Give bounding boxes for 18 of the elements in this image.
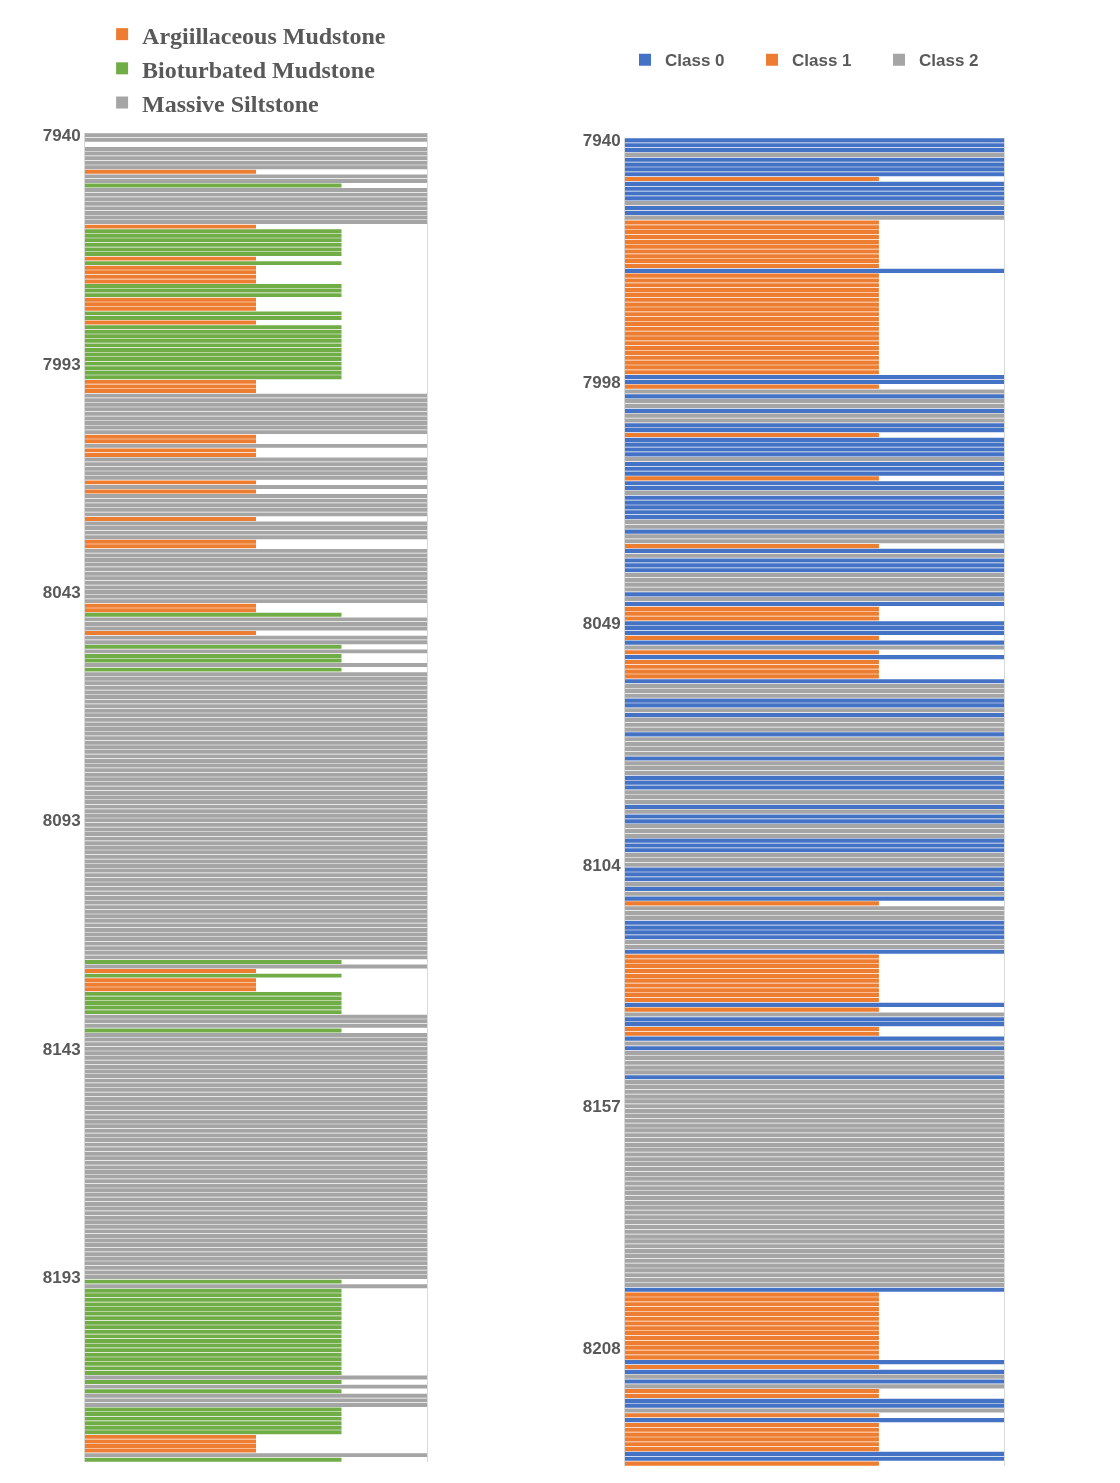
y-tick-label: 7940 — [582, 131, 621, 151]
y-tick-label: 8043 — [42, 582, 81, 602]
legend-label: Massive Siltstone — [142, 90, 320, 117]
y-tick-label: 7940 — [42, 126, 81, 146]
y-tick-label: 8143 — [42, 1039, 81, 1059]
y-tick-label: 8157 — [582, 1097, 621, 1117]
y-tick-label: 8193 — [42, 1267, 81, 1287]
legend-label: Class 2 — [919, 51, 979, 71]
y-tick-label: 8049 — [582, 614, 621, 634]
y-tick-label: 8093 — [42, 811, 81, 831]
legend-label: Class 1 — [792, 51, 852, 71]
y-tick-label: 7998 — [582, 372, 621, 392]
y-tick-label: 7993 — [42, 354, 81, 374]
legend-label: Class 0 — [665, 51, 725, 71]
y-tick-label: 8104 — [582, 855, 622, 875]
y-tick-label: 8208 — [582, 1338, 621, 1358]
legend-label: Bioturbated Mudstone — [142, 56, 376, 83]
legend-label: Argiillaceous Mudstone — [142, 22, 386, 49]
